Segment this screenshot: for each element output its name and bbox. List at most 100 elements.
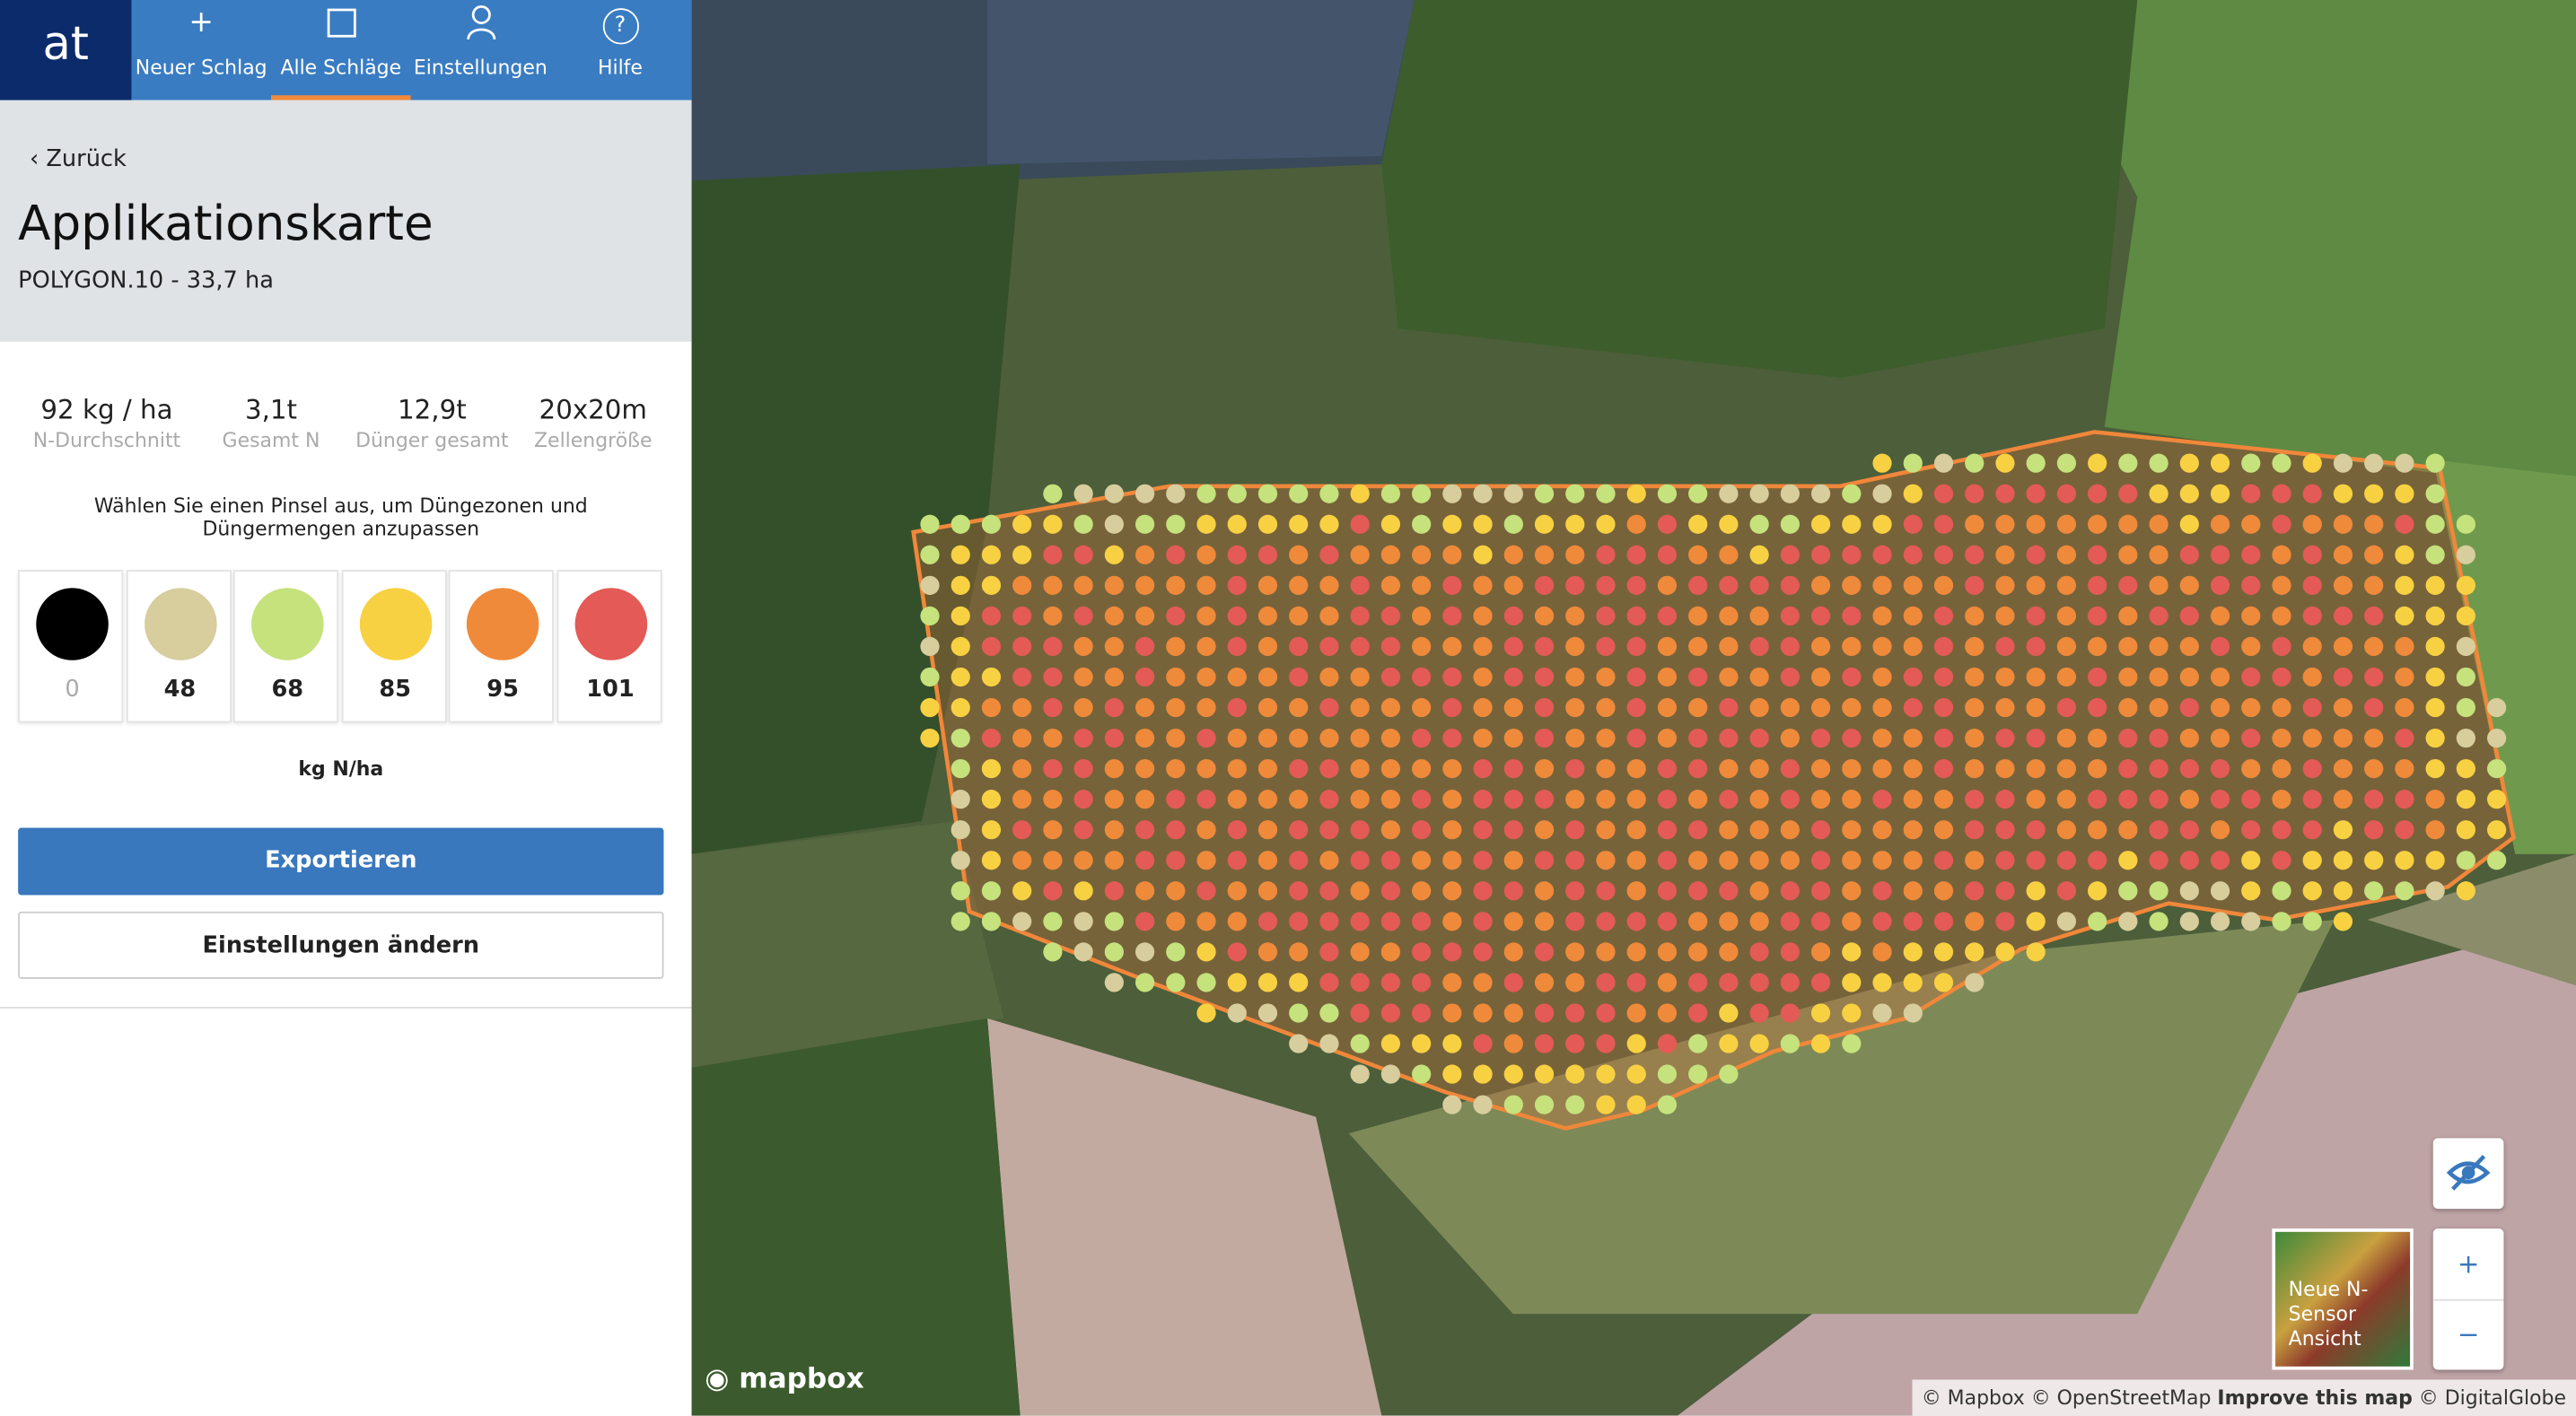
zone-dot — [1626, 1034, 1646, 1053]
zone-dot — [2272, 545, 2291, 564]
nav-item[interactable]: Alle Schläge — [271, 0, 411, 101]
back-link[interactable]: ‹ Zurück — [29, 145, 127, 173]
zone-dot — [1012, 606, 1032, 625]
brush[interactable]: 0 — [18, 570, 124, 723]
zone-dot — [2272, 453, 2291, 473]
brush[interactable]: 101 — [556, 570, 662, 723]
zone-dot — [2364, 484, 2384, 503]
zone-dot — [1810, 1034, 1831, 1053]
zone-dot — [2088, 820, 2107, 840]
improve-link[interactable]: Improve this map — [2217, 1385, 2413, 1410]
zone-dot — [1196, 606, 1216, 625]
zone-dot — [1780, 820, 1800, 840]
map[interactable]: Neue N-Sensor Ansicht + − ◉ mapbox © Map… — [691, 0, 2576, 1416]
zone-dot — [2241, 636, 2261, 657]
zone-dot — [2149, 575, 2169, 595]
hide-layer-button[interactable] — [2432, 1138, 2504, 1210]
brush[interactable]: 85 — [340, 570, 446, 723]
zone-dot — [1810, 758, 1831, 779]
mapbox-logo[interactable]: ◉ mapbox — [705, 1363, 864, 1396]
zone-dot — [1412, 636, 1432, 657]
zone-dot — [1473, 973, 1493, 992]
mapbox-logo-text: mapbox — [739, 1363, 864, 1396]
zone-dot — [1043, 728, 1063, 748]
zone-dot — [1289, 545, 1309, 564]
brush[interactable]: 95 — [448, 570, 554, 723]
zone-dot — [1903, 453, 1923, 473]
export-button[interactable]: Exportieren — [18, 827, 664, 896]
zone-dot — [1719, 942, 1739, 962]
brush[interactable]: 68 — [232, 570, 339, 723]
zone-dot — [1257, 973, 1278, 992]
zone-dot — [1012, 575, 1032, 595]
zoom-out[interactable]: − — [2457, 1318, 2480, 1350]
zone-dot — [1780, 942, 1800, 962]
zone-dot — [1565, 1095, 1585, 1114]
zone-dot — [1350, 575, 1370, 595]
zone-dot — [1043, 606, 1063, 625]
zone-dot — [2333, 912, 2353, 931]
zone-dot — [1412, 1034, 1432, 1053]
zone-dot — [1350, 942, 1370, 962]
zone-dot — [2179, 790, 2199, 809]
logo[interactable]: at — [0, 0, 132, 101]
zone-dot — [1596, 636, 1616, 657]
zone-dot — [2241, 667, 2261, 687]
zone-dot — [1933, 820, 1954, 840]
zone-dot — [2456, 820, 2475, 840]
zone-dot — [2486, 758, 2507, 779]
sensor-thumbnail[interactable]: Neue N-Sensor Ansicht — [2272, 1228, 2414, 1370]
zone-dot — [1412, 697, 1432, 718]
zone-dot — [2056, 851, 2077, 870]
zoom-in[interactable]: + — [2432, 1228, 2504, 1301]
zone-dot — [2486, 851, 2507, 870]
zone-dot — [1842, 790, 1862, 809]
nav-item[interactable]: Einstellungen — [411, 0, 551, 101]
nav-item[interactable]: + Neuer Schlag — [131, 0, 271, 101]
brush[interactable]: 48 — [126, 570, 232, 723]
zone-dot — [2179, 453, 2199, 473]
zone-dot — [1933, 667, 1954, 687]
zone-dot — [1012, 697, 1032, 718]
zone-dot — [1780, 851, 1800, 870]
zone-dot — [1719, 667, 1739, 687]
zone-dot — [1749, 484, 1769, 503]
zone-dot — [1319, 912, 1339, 931]
stat-label: N-Durchschnitt — [32, 428, 181, 452]
zone-dot — [1626, 575, 1646, 595]
zone-dot — [1135, 514, 1155, 534]
zone-dot — [1043, 758, 1063, 779]
zone-dot — [1842, 575, 1862, 595]
nav-item[interactable]: ? Hilfe — [550, 0, 690, 101]
zone-dot — [1380, 1034, 1401, 1053]
zone-dot — [2026, 636, 2046, 657]
zone-dot — [2333, 790, 2353, 809]
zone-dot — [2272, 912, 2291, 931]
zone-dot — [1626, 790, 1646, 809]
zone-dot — [1257, 942, 1278, 962]
zone-dot — [1995, 758, 2015, 779]
zone-dot — [1319, 973, 1339, 992]
zone-dot — [1688, 758, 1708, 779]
zone-dot — [1596, 973, 1616, 992]
zone-dot — [1473, 606, 1493, 625]
zone-dot — [2026, 820, 2046, 840]
zone-dot — [1688, 636, 1708, 657]
zone-dot — [2179, 667, 2199, 687]
zone-dot — [1043, 881, 1063, 901]
zone-dot — [1196, 697, 1216, 718]
zone-dot — [951, 851, 970, 870]
zone-dot — [1227, 545, 1247, 564]
zone-dot — [920, 667, 940, 687]
zone-dot — [1350, 728, 1370, 748]
zone-dot — [1657, 697, 1678, 718]
zone-dot — [1596, 575, 1616, 595]
brush-value: 68 — [271, 677, 304, 704]
zone-dot — [2026, 851, 2046, 870]
zone-dot — [1319, 881, 1339, 901]
zone-dot — [920, 697, 940, 718]
zone-dot — [1842, 881, 1862, 901]
zone-dot — [2149, 514, 2169, 534]
settings-button[interactable]: Einstellungen ändern — [18, 911, 664, 979]
zone-dot — [1503, 1095, 1523, 1114]
